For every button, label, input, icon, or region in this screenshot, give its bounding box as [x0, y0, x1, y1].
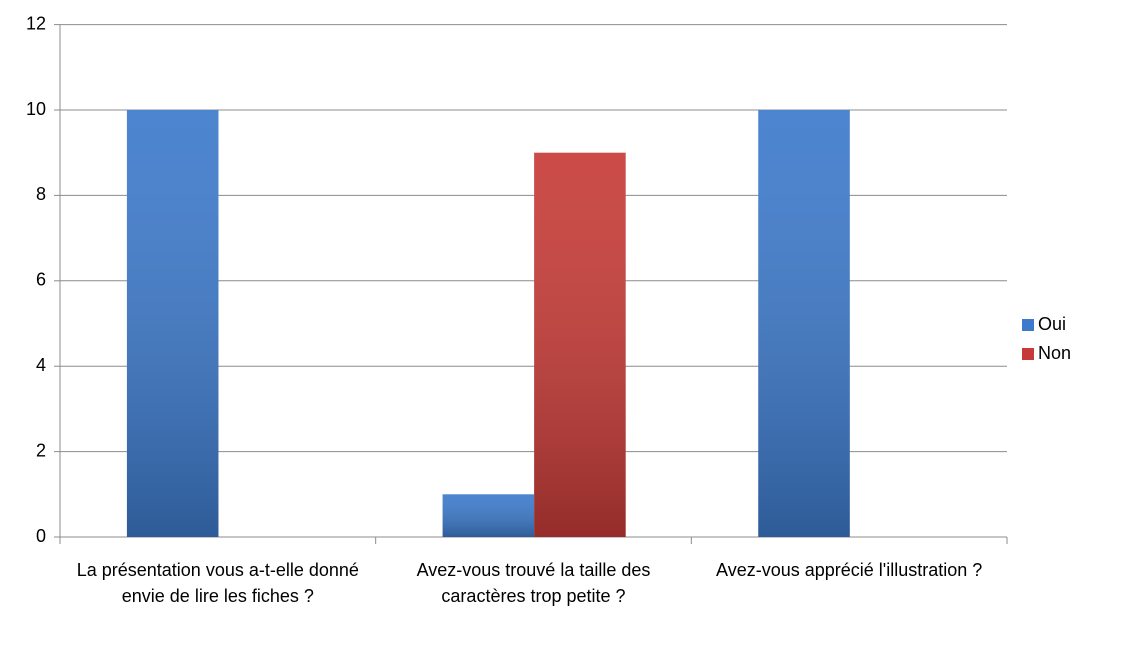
x-tick-label: Avez-vous trouvé la taille des caractère… — [416, 560, 651, 606]
y-tick-label: 12 — [26, 13, 46, 33]
y-tick-label: 10 — [26, 99, 46, 119]
legend-swatch — [1022, 348, 1034, 360]
bar — [442, 494, 535, 537]
bar — [126, 110, 219, 537]
x-label-box: Avez-vous apprécié l'illustration ? — [716, 560, 983, 580]
legend-label: Non — [1038, 343, 1071, 363]
bar — [534, 152, 626, 537]
y-tick-label: 8 — [36, 184, 46, 204]
x-label-box: Avez-vous trouvé la taille des caractère… — [416, 560, 651, 606]
legend-swatch — [1022, 319, 1034, 331]
y-tick-label: 4 — [36, 355, 46, 375]
bar — [758, 110, 850, 537]
y-tick-label: 2 — [36, 440, 46, 460]
x-tick-label: La présentation vous a-t-elle donné envi… — [76, 560, 359, 606]
y-tick-label: 6 — [36, 270, 46, 290]
x-label-box: La présentation vous a-t-elle donné envi… — [76, 560, 359, 606]
legend-label: Oui — [1038, 314, 1066, 334]
x-tick-label: Avez-vous apprécié l'illustration ? — [716, 560, 983, 580]
y-tick-label: 0 — [36, 526, 46, 546]
